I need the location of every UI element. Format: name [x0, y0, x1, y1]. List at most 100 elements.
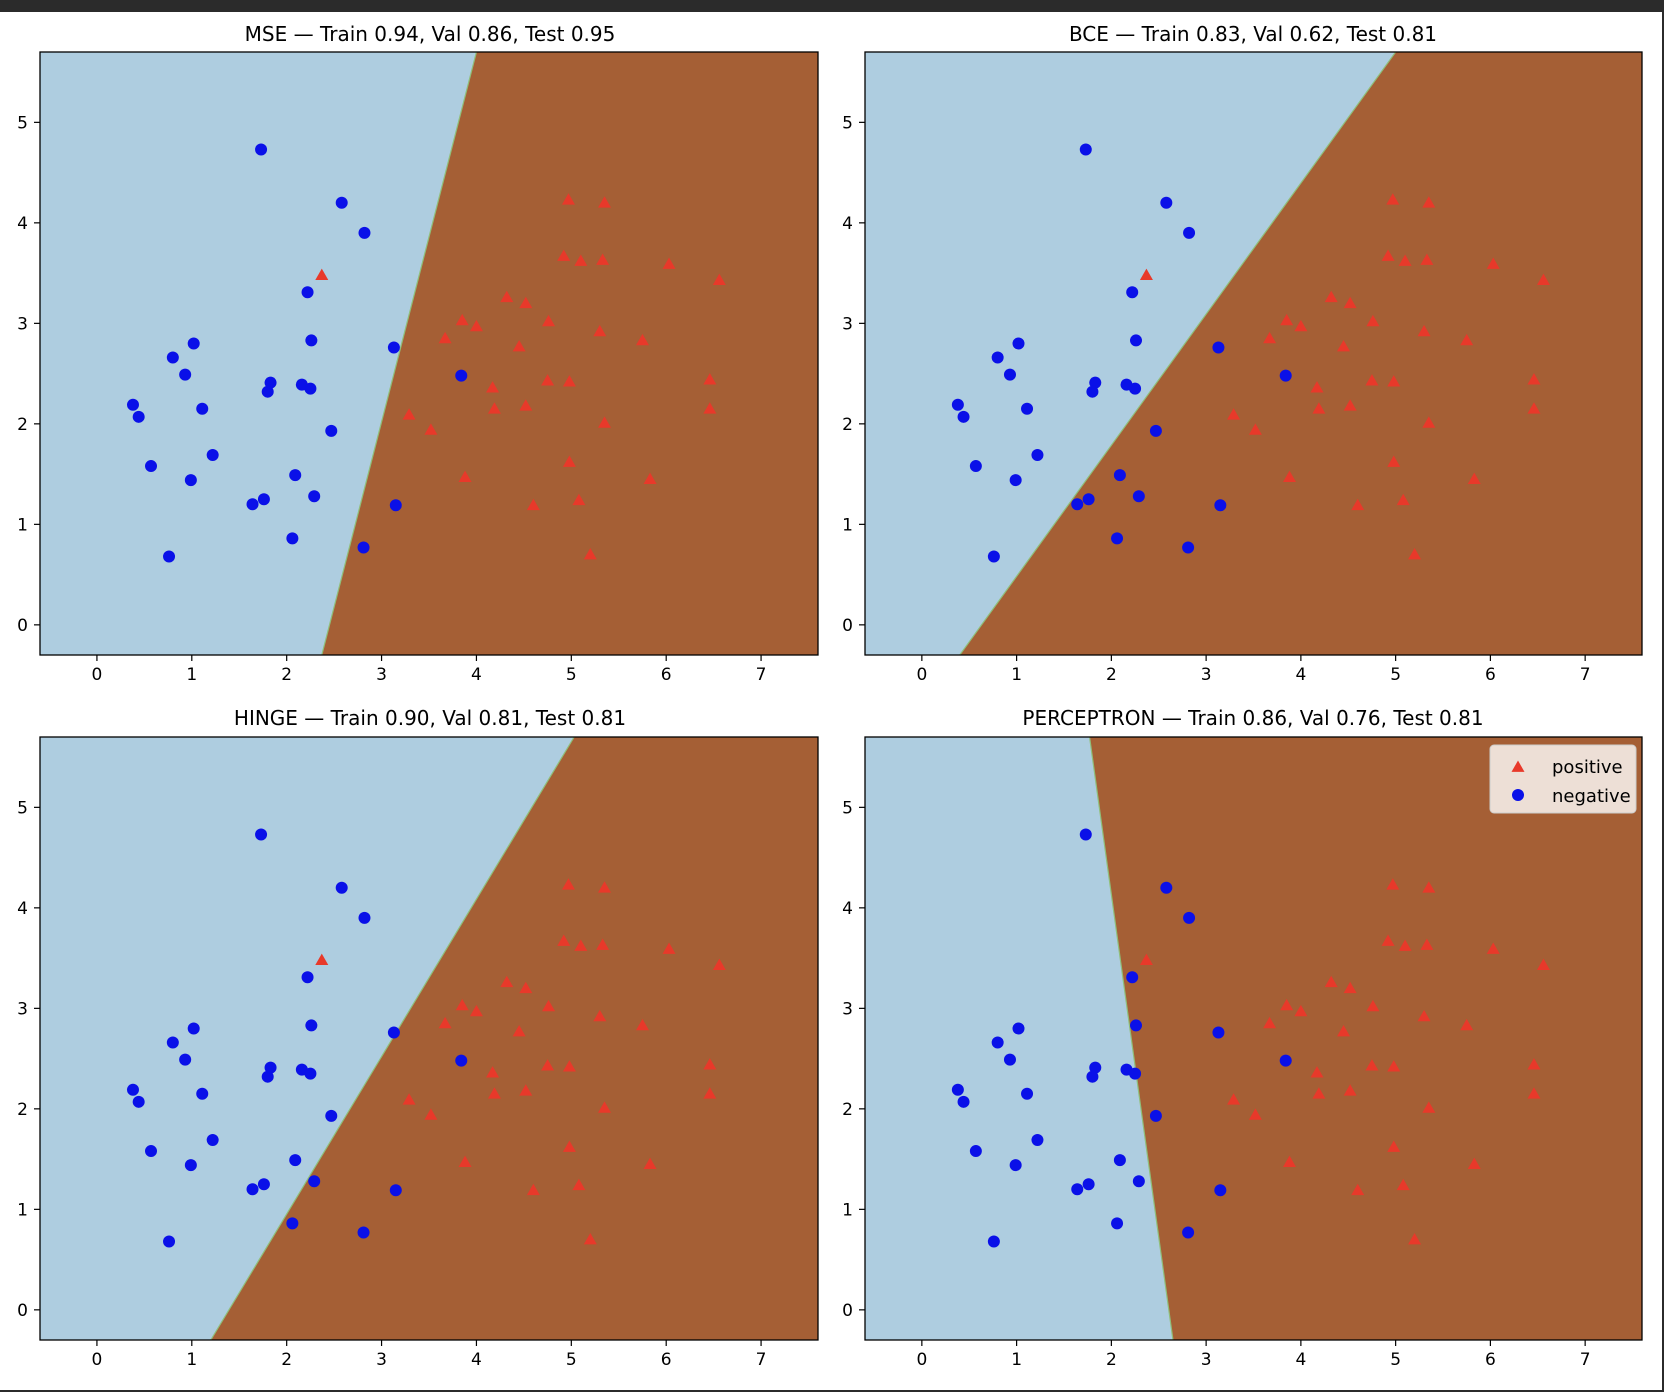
positive-point [424, 1108, 438, 1120]
positive-point [1387, 455, 1401, 467]
negative-point [951, 398, 964, 411]
negative-point [308, 1175, 321, 1188]
negative-point [145, 1145, 158, 1158]
positive-point [1312, 1087, 1326, 1099]
positive-point [1422, 416, 1436, 428]
positive-point [402, 1093, 416, 1105]
negative-point [1182, 1226, 1195, 1239]
positive-point [1527, 1058, 1541, 1070]
positive-point [315, 953, 329, 965]
positive-point [1337, 339, 1351, 352]
x-tick-label: 3 [1201, 665, 1212, 685]
negative-point [957, 410, 970, 423]
negative-point [335, 881, 348, 894]
negative-point [1031, 449, 1044, 462]
x-tick-label: 5 [566, 1350, 577, 1370]
positive-point [500, 290, 514, 303]
negative-point [1031, 1134, 1044, 1147]
negative-point [1126, 971, 1139, 984]
negative-point [196, 1087, 209, 1100]
negative-point [286, 532, 299, 545]
positive-point [712, 958, 726, 971]
positive-point [561, 878, 575, 890]
positive-point [1386, 878, 1400, 890]
negative-point [389, 499, 402, 512]
positive-point [526, 1183, 540, 1196]
positive-point [662, 942, 676, 954]
y-tick-label: 0 [842, 616, 853, 636]
positive-point [635, 333, 649, 346]
x-tick-label: 2 [281, 665, 292, 685]
x-tick-label: 6 [661, 1350, 672, 1370]
positive-point [455, 998, 469, 1011]
y-tick-label: 5 [17, 798, 28, 818]
positive-point [1387, 1060, 1401, 1072]
negative-point [1183, 226, 1196, 239]
positive-point [458, 1155, 472, 1167]
decision-boundary [210, 737, 575, 1340]
negative-point [206, 1134, 219, 1147]
positive-point [596, 938, 610, 950]
negative-point [163, 1235, 176, 1248]
negative-point [145, 460, 158, 473]
positive-point [1386, 193, 1400, 205]
negative-point [246, 498, 259, 511]
negative-point [1279, 369, 1292, 382]
positive-point [574, 939, 588, 951]
negative-point [1009, 474, 1022, 487]
negative-point [1113, 469, 1126, 482]
x-tick-label: 4 [1295, 665, 1306, 685]
positive-point [469, 319, 483, 332]
positive-point [1381, 934, 1395, 946]
negative-point [257, 1178, 270, 1191]
x-tick-label: 3 [376, 665, 387, 685]
x-tick-label: 7 [1580, 1350, 1591, 1370]
negative-point [951, 1083, 964, 1096]
negative-point [1149, 1109, 1162, 1122]
positive-point [542, 999, 556, 1012]
positive-point [562, 375, 576, 387]
x-tick-label: 0 [916, 1350, 927, 1370]
positive-point [635, 1018, 649, 1031]
positive-point [1527, 373, 1541, 385]
panel-hinge: HINGE — Train 0.90, Val 0.81, Test 0.81 … [17, 706, 819, 1370]
positive-point [500, 975, 514, 988]
positive-point [643, 472, 657, 484]
y-tick-label: 0 [17, 616, 28, 636]
negative-point [184, 474, 197, 487]
positive-point [1227, 408, 1241, 420]
negative-point [264, 1061, 277, 1074]
negative-point [1111, 532, 1124, 545]
negative-point [304, 1067, 317, 1080]
positive-point [557, 934, 571, 946]
positive-point [1366, 999, 1380, 1012]
negative-point [1182, 541, 1195, 554]
region-positive [1089, 737, 1642, 1340]
negative-point [257, 493, 270, 506]
positive-point [703, 1087, 717, 1099]
negative-point [301, 286, 314, 299]
negative-point [126, 398, 139, 411]
positive-point [583, 548, 597, 560]
negative-point [957, 1095, 970, 1108]
positive-point [1312, 402, 1326, 414]
positive-point [487, 1087, 501, 1099]
negative-point [1086, 1070, 1099, 1083]
positive-point [1139, 268, 1153, 280]
region-positive [959, 52, 1642, 655]
positive-point [572, 493, 586, 506]
positive-point [703, 1058, 717, 1070]
negative-point [1160, 881, 1173, 894]
data-points [951, 828, 1550, 1248]
negative-point [301, 971, 314, 984]
positive-point [519, 296, 533, 309]
negative-point [358, 911, 371, 924]
negative-point [1160, 196, 1173, 209]
x-tick-label: 7 [1580, 665, 1591, 685]
x-tick-label: 6 [661, 665, 672, 685]
positive-point [1324, 975, 1338, 988]
axes-frame [864, 51, 1643, 656]
negative-point [325, 424, 338, 437]
negative-point [1130, 334, 1143, 347]
